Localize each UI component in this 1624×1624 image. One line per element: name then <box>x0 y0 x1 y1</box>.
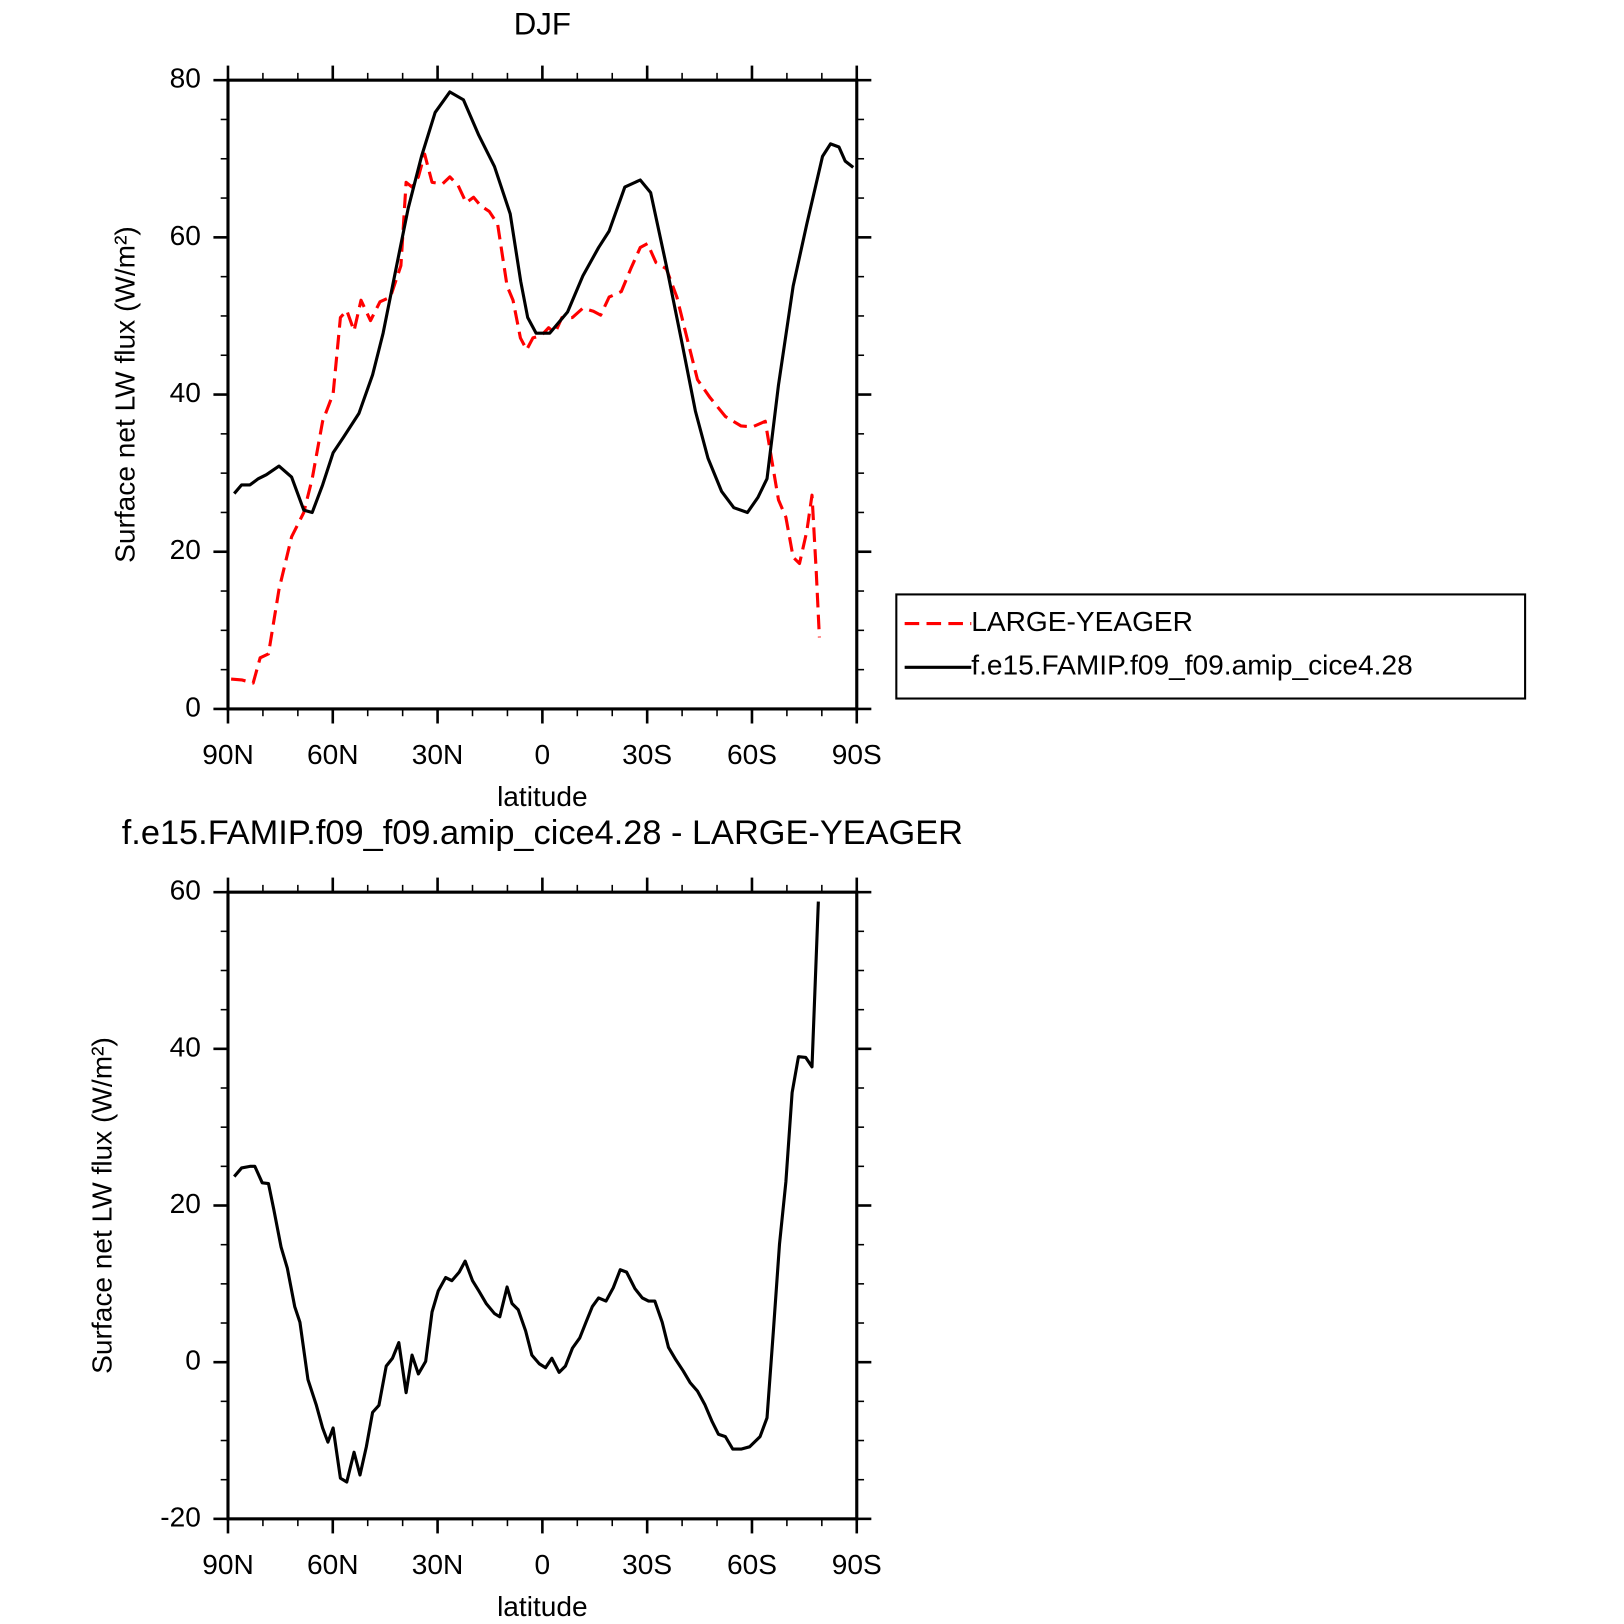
x-tick-label: 60S <box>727 1549 777 1580</box>
y-tick-label: 60 <box>170 220 201 251</box>
chart-title: f.e15.FAMIP.f09_f09.amip_cice4.28 - LARG… <box>122 814 963 852</box>
plot-frame <box>226 78 859 711</box>
y-tick-label: 60 <box>170 875 201 906</box>
chart-title: DJF <box>514 6 571 41</box>
series-line <box>233 901 820 1484</box>
legend: LARGE-YEAGER f.e15.FAMIP.f09_f09.amip_cic… <box>895 593 1527 700</box>
x-tick-label: 60N <box>307 739 359 770</box>
y-tick-label: 0 <box>185 691 201 722</box>
legend-label: LARGE-YEAGER <box>971 606 1193 637</box>
y-tick-label: 20 <box>170 534 201 565</box>
series-line <box>233 90 855 515</box>
y-tick-label: 40 <box>170 377 201 408</box>
x-tick-label: 90S <box>832 1549 882 1580</box>
x-tick-label: 30S <box>622 1549 672 1580</box>
y-tick-label: 40 <box>170 1031 201 1062</box>
x-axis-label: latitude <box>497 781 588 812</box>
legend-label: f.e15.FAMIP.f09_f09.amip_cice4.28 <box>971 650 1412 681</box>
x-tick-label: 30S <box>622 739 672 770</box>
y-tick-label: 80 <box>170 63 201 94</box>
x-tick-label: 60N <box>307 1549 359 1580</box>
y-tick-label: 0 <box>185 1345 201 1376</box>
x-tick-label: 90N <box>202 739 254 770</box>
legend-box <box>895 593 1527 700</box>
x-axis-label: latitude <box>497 1591 588 1622</box>
y-axis-label: Surface net LW flux (W/m²) <box>109 226 140 563</box>
y-tick-label: 20 <box>170 1188 201 1219</box>
series-line <box>230 152 821 685</box>
x-tick-label: 0 <box>535 1549 551 1580</box>
x-tick-label: 90N <box>202 1549 254 1580</box>
x-tick-label: 0 <box>535 739 551 770</box>
x-tick-label: 30N <box>412 1549 464 1580</box>
x-tick-label: 30N <box>412 739 464 770</box>
y-tick-label: -20 <box>160 1501 201 1532</box>
x-tick-label: 60S <box>727 739 777 770</box>
x-tick-label: 90S <box>832 739 882 770</box>
y-axis-label: Surface net LW flux (W/m²) <box>87 1037 118 1374</box>
